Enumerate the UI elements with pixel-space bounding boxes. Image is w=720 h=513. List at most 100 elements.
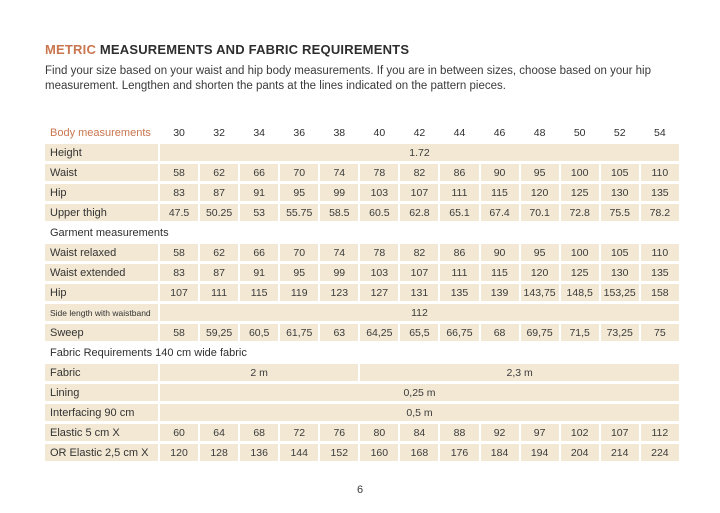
row-label: Hip — [45, 284, 158, 301]
table-row: Garment measurements — [45, 224, 679, 241]
cell-value: 62.8 — [400, 204, 439, 221]
page-title: METRIC MEASUREMENTS AND FABRIC REQUIREME… — [45, 42, 677, 57]
table-row: Side length with waistband 112 — [45, 304, 679, 321]
cell-value: 160 — [360, 444, 399, 461]
size-header: 42 — [413, 126, 426, 139]
cell-value: 82 — [400, 244, 439, 261]
cell-value: 78.2 — [640, 204, 679, 221]
cell-value: 143,75 — [520, 284, 559, 301]
cell-value: 60 — [160, 424, 199, 441]
cell-value: 97 — [520, 424, 559, 441]
table-row: Interfacing 90 cm 0,5 m — [45, 404, 679, 421]
cell-value: 130 — [600, 184, 639, 201]
page-title-rest: MEASUREMENTS AND FABRIC REQUIREMENTS — [96, 42, 410, 57]
cell-value: 135 — [640, 264, 679, 281]
table-row: Sweep 58 59,25 60,5 61,75 63 64,25 65,5 66,75 68 6… — [45, 324, 679, 341]
table-row: Hip 83 87 91 95 99 103 107 111 115 120 125 130 135 — [45, 184, 679, 201]
section-label: Garment measurements — [50, 226, 169, 239]
cell-value: 119 — [280, 284, 319, 301]
cell-value: 75.5 — [600, 204, 639, 221]
cell-value: 76 — [320, 424, 359, 441]
cell-value: 66 — [240, 164, 279, 181]
table-header-row: Body measurements 30 32 34 36 38 40 42 44 46 48 50… — [45, 124, 679, 141]
cell-value: 152 — [320, 444, 359, 461]
cell-value: 66,75 — [440, 324, 479, 341]
cell-value: 184 — [480, 444, 519, 461]
cell-value: 107 — [600, 424, 639, 441]
page-content: METRIC MEASUREMENTS AND FABRIC REQUIREME… — [43, 42, 681, 464]
size-header: 54 — [654, 126, 666, 139]
cell-value: 70.1 — [520, 204, 559, 221]
cell-value: 120 — [520, 264, 559, 281]
cell-value: 115 — [480, 264, 519, 281]
row-label: OR Elastic 2,5 cm X — [45, 444, 158, 461]
intro-text: Find your size based on your waist and h… — [45, 64, 677, 94]
table-row: Waist extended 83 87 91 95 99 103 107 111 115 120 1… — [45, 264, 679, 281]
size-header: 30 — [173, 126, 185, 139]
row-label: Height — [45, 144, 158, 161]
cell-value: 105 — [600, 164, 639, 181]
cell-value: 64,25 — [360, 324, 399, 341]
cell-value: 123 — [320, 284, 359, 301]
cell-value: 63 — [320, 324, 359, 341]
cell-value: 90 — [480, 164, 519, 181]
intro-line-1: Find your size based on your waist and h… — [45, 65, 652, 77]
table-row: Fabric Requirements 140 cm wide fabric — [45, 344, 679, 361]
table-row: Waist 58 62 66 70 74 78 82 86 90 95 100 105 110 — [45, 164, 679, 181]
cell-value: 69,75 — [520, 324, 559, 341]
cell-value: 70 — [280, 164, 319, 181]
cell-value: 107 — [160, 284, 199, 301]
cell-value: 91 — [240, 264, 279, 281]
table-row: Hip 107 111 115 119 123 127 131 135 139 143,75 148,… — [45, 284, 679, 301]
page-title-accent: METRIC — [45, 42, 97, 57]
cell-value: 130 — [600, 264, 639, 281]
cell-value: 47.5 — [160, 204, 199, 221]
row-label: Hip — [45, 184, 158, 201]
cell-value: 75 — [640, 324, 679, 341]
cell-value: 214 — [600, 444, 639, 461]
section-label: Fabric Requirements 140 cm wide fabric — [50, 346, 247, 359]
cell-value: 58 — [160, 164, 199, 181]
size-header: 48 — [533, 126, 546, 139]
cell-value-merged: 0,25 m — [160, 384, 679, 401]
cell-value: 62 — [200, 244, 239, 261]
table-row: Elastic 5 cm X 60 64 68 72 76 80 84 88 92 97 102 107… — [45, 424, 679, 441]
row-label: Waist — [45, 164, 158, 181]
cell-value: 71,5 — [560, 324, 599, 341]
cell-value: 87 — [200, 264, 239, 281]
row-label: Sweep — [45, 324, 158, 341]
measurement-table: Body measurements 30 32 34 36 38 40 42 44 46 48 50… — [43, 121, 681, 464]
cell-value: 55.75 — [280, 204, 319, 221]
cell-value: 111 — [200, 284, 239, 301]
row-label: Interfacing 90 cm — [45, 404, 158, 421]
cell-value: 58 — [160, 244, 199, 261]
cell-value: 65,5 — [400, 324, 439, 341]
cell-value: 90 — [480, 244, 519, 261]
table-row: Height 1.72 — [45, 144, 679, 161]
cell-value: 158 — [640, 284, 679, 301]
cell-value: 135 — [440, 284, 479, 301]
cell-value-merged: 112 — [160, 304, 679, 321]
cell-value: 82 — [400, 164, 439, 181]
table-row: Upper thigh 47.5 50.25 53 55.75 58.5 60.5 62.8 6… — [45, 204, 679, 221]
table-body: Height 1.72 Waist 58 62 66 70 74 78 82 86 90 95 100 10… — [45, 144, 679, 461]
cell-value: 111 — [440, 264, 479, 281]
cell-value: 110 — [640, 164, 679, 181]
cell-value: 80 — [360, 424, 399, 441]
cell-value: 139 — [480, 284, 519, 301]
cell-value: 66 — [240, 244, 279, 261]
row-label: Waist relaxed — [45, 244, 158, 261]
cell-value: 102 — [560, 424, 599, 441]
row-label: Lining — [45, 384, 158, 401]
cell-value: 95 — [280, 184, 319, 201]
size-header: 44 — [453, 126, 466, 139]
cell-value: 107 — [400, 264, 439, 281]
cell-value: 83 — [160, 264, 199, 281]
cell-value: 86 — [440, 164, 479, 181]
cell-value: 60.5 — [360, 204, 399, 221]
cell-value: 74 — [320, 164, 359, 181]
cell-value: 61,75 — [280, 324, 319, 341]
cell-value-merged: 2,3 m — [360, 364, 679, 381]
cell-value: 72.8 — [560, 204, 599, 221]
